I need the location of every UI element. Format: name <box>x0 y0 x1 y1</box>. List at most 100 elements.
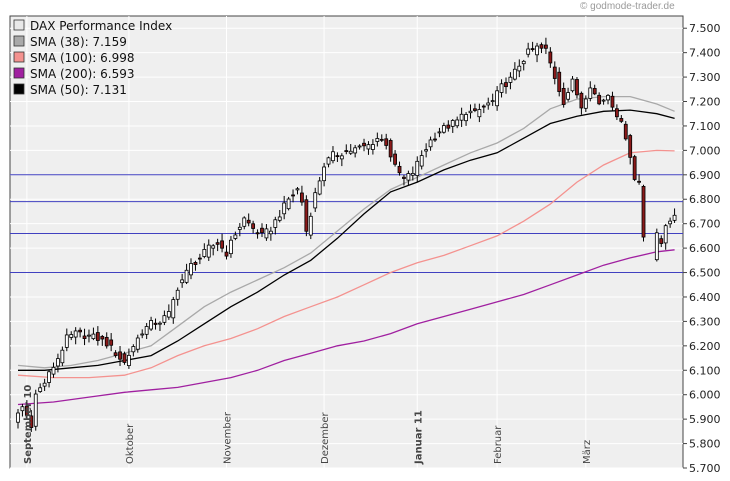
candle-body <box>127 354 131 366</box>
candles <box>16 37 677 432</box>
candle-body <box>530 48 535 50</box>
candle-body <box>366 144 371 150</box>
y-tick-label: 5.900 <box>689 413 721 426</box>
candle-body <box>277 216 282 221</box>
y-tick-label: 6.500 <box>689 267 721 280</box>
candle-body <box>322 166 327 182</box>
x-tick-label: Februar <box>493 425 504 464</box>
candle-body <box>575 79 579 96</box>
candle-body <box>606 94 610 101</box>
candle-body <box>78 329 83 333</box>
candle-body <box>592 88 597 95</box>
candle-body <box>184 269 189 283</box>
candle-body <box>33 393 38 427</box>
candle-body <box>495 90 500 107</box>
candle-body <box>583 98 588 109</box>
candle-body <box>180 279 185 284</box>
y-tick-label: 7.500 <box>689 22 721 35</box>
candle-body <box>73 330 78 338</box>
candle-body <box>570 78 575 92</box>
candle-body <box>246 219 251 224</box>
candle-body <box>468 110 473 114</box>
candle-body <box>379 138 384 141</box>
y-tick-label: 7.100 <box>689 120 721 133</box>
candle-body <box>375 138 380 142</box>
watermark: © godmode-trader.de <box>580 1 675 12</box>
candle-body <box>672 214 677 221</box>
candle-body <box>539 44 544 49</box>
candle-body <box>189 263 193 276</box>
candle-body <box>118 351 122 360</box>
candle-body <box>481 105 486 108</box>
candle-body <box>202 249 207 257</box>
candle-body <box>140 333 145 336</box>
candle-body <box>113 352 118 356</box>
candle-body <box>464 114 468 122</box>
candle-body <box>415 160 420 176</box>
candle-body <box>56 358 60 367</box>
support-resistance-lines <box>10 174 683 274</box>
candle-body <box>242 217 247 227</box>
y-tick-label: 5.700 <box>689 462 721 475</box>
candle-body <box>424 149 429 152</box>
candle-body <box>286 198 291 210</box>
legend-swatch <box>13 83 25 95</box>
candle-body <box>122 353 127 363</box>
candle-body <box>508 76 513 83</box>
candle-body <box>428 139 433 148</box>
candle-body <box>597 94 602 105</box>
candle-body <box>135 337 140 350</box>
candle-body <box>308 215 313 236</box>
candle-body <box>659 238 664 244</box>
sma-100-line <box>17 149 675 379</box>
candle-body <box>24 405 29 416</box>
candle-body <box>291 194 295 197</box>
candle-body <box>331 151 335 162</box>
candle-body <box>637 180 641 183</box>
candle-body <box>237 226 242 230</box>
legend-swatch <box>13 19 25 31</box>
candle-body <box>353 147 358 154</box>
y-tick-label: 6.600 <box>689 242 721 255</box>
candle-body <box>64 334 69 348</box>
candle-body <box>251 223 256 229</box>
candle-body <box>668 220 673 225</box>
candle-body <box>588 87 593 99</box>
candle-body <box>104 336 109 347</box>
candle-body <box>406 173 411 181</box>
candle-body <box>455 119 460 127</box>
candle-body <box>473 108 477 111</box>
candle-body <box>317 180 322 195</box>
candle-body <box>632 156 637 180</box>
y-tick-label: 7.300 <box>689 71 721 84</box>
candle-body <box>526 48 531 55</box>
candle-body <box>268 230 273 235</box>
candle-body <box>91 333 96 340</box>
candle-body <box>69 334 74 338</box>
y-tick-label: 6.100 <box>689 364 721 377</box>
candle-body <box>490 100 495 103</box>
legend-label: SMA (100): 6.998 <box>30 51 134 65</box>
y-tick-label: 6.200 <box>689 340 721 353</box>
candle-body <box>566 92 570 100</box>
candle-body <box>42 382 47 387</box>
candle-body <box>197 257 202 260</box>
candle-body <box>60 349 65 364</box>
candle-body <box>100 336 105 340</box>
candle-body <box>614 108 619 118</box>
candle-body <box>477 109 482 118</box>
candle-body <box>663 225 668 244</box>
x-tick-label: März <box>582 440 593 464</box>
candle-body <box>362 142 366 147</box>
candle-body <box>499 83 504 93</box>
candle-body <box>561 87 566 105</box>
candle-body <box>224 251 229 257</box>
candle-body <box>326 157 331 165</box>
candle-body <box>544 44 548 49</box>
candle-body <box>300 192 304 203</box>
legend-label: SMA (200): 6.593 <box>30 67 134 81</box>
y-tick-label: 7.000 <box>689 144 721 157</box>
candle-body <box>344 150 349 152</box>
candle-body <box>601 99 606 102</box>
